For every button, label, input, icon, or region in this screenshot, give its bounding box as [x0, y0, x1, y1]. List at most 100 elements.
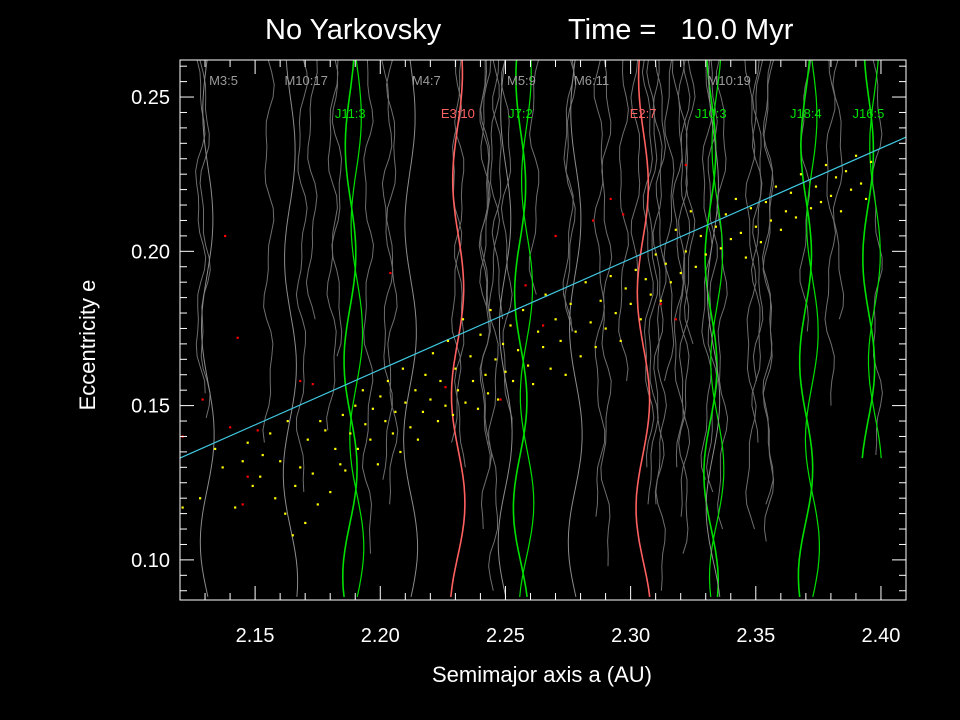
point-stable [431, 352, 435, 355]
point-escaped [684, 163, 687, 167]
point-stable [734, 197, 737, 201]
point-stable [744, 256, 747, 259]
resonance-border-j11-3 [349, 60, 365, 598]
point-stable [644, 278, 647, 281]
point-stable [399, 450, 402, 454]
point-stable [724, 213, 727, 216]
point-stable [659, 299, 662, 302]
point-stable [356, 447, 359, 450]
resonance-line-e2-7 [635, 60, 651, 598]
y-axis-label: Eccentricity e [75, 279, 100, 411]
point-stable [284, 512, 287, 515]
point-stable [444, 404, 447, 407]
point-escaped [444, 386, 447, 389]
point-stable [521, 308, 525, 312]
point-stable [311, 472, 314, 475]
plot-frame [179, 59, 907, 601]
chaotic-curve [762, 60, 775, 542]
chaotic-curve [618, 60, 629, 381]
chaotic-curve [295, 60, 308, 493]
chart-title-left: No Yarkovsky [265, 14, 442, 46]
point-stable [584, 281, 587, 284]
point-stable [784, 210, 788, 213]
point-stable [394, 410, 397, 413]
point-stable [559, 339, 562, 342]
resonance-label-m10-17: M10:17 [284, 73, 327, 88]
resonance-line-m3-5 [199, 60, 215, 598]
resonance-label-j7-2: J7:2 [508, 106, 533, 121]
point-stable [799, 173, 803, 176]
point-stable [344, 469, 347, 472]
point-stable [604, 327, 607, 330]
chaotic-curve [562, 60, 575, 332]
point-stable [484, 373, 487, 376]
point-stable [349, 432, 352, 435]
point-stable [589, 321, 592, 324]
point-escaped [299, 379, 302, 383]
point-stable [536, 330, 540, 333]
point-stable [859, 182, 863, 185]
resonance-line-m10-17 [282, 60, 299, 597]
point-stable [839, 210, 843, 213]
series-stable [181, 154, 873, 537]
point-stable [689, 210, 692, 213]
point-stable [719, 247, 722, 250]
point-escaped [224, 234, 227, 238]
resonance-border-j16-5 [867, 60, 882, 459]
point-stable [542, 345, 545, 349]
point-escaped [524, 284, 527, 287]
point-stable [654, 253, 657, 256]
y-tick-label: 0.20 [131, 241, 170, 263]
point-stable [369, 438, 372, 441]
x-tick-label: 2.35 [736, 625, 775, 647]
resonance-line-j16-5 [861, 60, 876, 459]
point-stable [664, 262, 667, 265]
point-escaped [674, 318, 677, 321]
resonance-line-m4-7 [403, 60, 419, 598]
chaotic-curve [480, 60, 493, 468]
chaotic-curve [872, 60, 883, 456]
fit-line [180, 136, 906, 459]
point-stable [674, 228, 677, 231]
point-stable [409, 426, 412, 429]
chaotic-curve [671, 60, 684, 468]
point-stable [704, 253, 707, 256]
point-stable [371, 407, 374, 410]
point-stable [416, 438, 420, 441]
point-stable [844, 170, 848, 173]
point-stable [469, 355, 472, 358]
point-stable [814, 185, 818, 188]
point-stable [869, 160, 873, 164]
point-escaped [236, 336, 239, 339]
point-escaped [229, 426, 232, 429]
chaotic-curve [683, 60, 696, 345]
point-stable [294, 484, 297, 488]
point-stable [754, 225, 757, 228]
point-stable [319, 420, 322, 423]
point-stable [819, 200, 823, 204]
point-stable [544, 293, 547, 296]
point-stable [699, 234, 702, 238]
chaotic-curve [454, 60, 466, 468]
point-stable [849, 188, 853, 191]
plot-area [180, 60, 906, 598]
point-stable [809, 207, 813, 210]
y-tick-label: 0.25 [131, 87, 170, 109]
point-stable [549, 367, 552, 370]
point-escaped [389, 271, 392, 275]
point-stable [834, 176, 838, 179]
point-stable [379, 395, 382, 398]
point-stable [361, 389, 364, 392]
point-stable [516, 349, 520, 352]
point-stable [714, 225, 717, 228]
point-stable [339, 463, 342, 466]
point-stable [864, 197, 868, 201]
point-stable [759, 241, 762, 244]
point-stable [464, 401, 467, 404]
point-stable [594, 345, 597, 349]
point-stable [511, 379, 515, 383]
point-stable [739, 231, 742, 234]
resonance-label-e2-7: E2:7 [630, 106, 657, 121]
chaotic-curve [479, 60, 492, 308]
resonance-label-m4-7: M4:7 [412, 73, 441, 88]
